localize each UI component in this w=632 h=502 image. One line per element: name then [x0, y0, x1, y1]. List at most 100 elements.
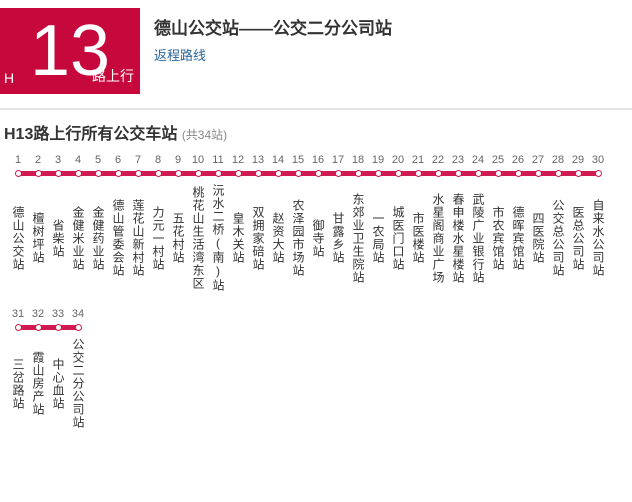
stop-dot[interactable] [415, 170, 422, 177]
stop-name[interactable]: 甘露乡站 [328, 180, 348, 292]
stop-dot[interactable] [55, 324, 62, 331]
stop-number: 28 [548, 154, 568, 166]
stop-number: 27 [528, 154, 548, 166]
stop-name[interactable]: 双拥家碚站 [248, 180, 268, 292]
stop-number: 2 [28, 154, 48, 166]
stop-number: 24 [468, 154, 488, 166]
stop-name[interactable]: 三岔路站 [8, 334, 28, 429]
stop-dot[interactable] [515, 170, 522, 177]
stop-dot[interactable] [55, 170, 62, 177]
stop-dot[interactable] [75, 170, 82, 177]
stop-name[interactable]: 桃花山生活湾东区 [188, 180, 208, 292]
stop-name[interactable]: 德山管委会站 [108, 180, 128, 292]
stop-name[interactable]: 力元一村站 [148, 180, 168, 292]
stop-dot[interactable] [215, 170, 222, 177]
stop-dot[interactable] [155, 170, 162, 177]
stop-name[interactable]: 市农宾馆站 [488, 180, 508, 292]
stop-name[interactable]: 春申楼水星楼站 [448, 180, 468, 292]
stop-number: 20 [388, 154, 408, 166]
stop-name[interactable]: 金健药业站 [88, 180, 108, 292]
stop-dot[interactable] [95, 170, 102, 177]
stop-dot[interactable] [35, 324, 42, 331]
stop-name[interactable]: 赵资大站 [268, 180, 288, 292]
stop-name[interactable]: 御寺站 [308, 180, 328, 292]
stop-number: 26 [508, 154, 528, 166]
stop-dot[interactable] [15, 170, 22, 177]
stop-dot[interactable] [375, 170, 382, 177]
stop-dot[interactable] [35, 170, 42, 177]
header-info: 德山公交站——公交二分公司站 返程路线 [140, 8, 392, 64]
stop-number: 18 [348, 154, 368, 166]
stop-number: 32 [28, 308, 48, 320]
stop-dot[interactable] [475, 170, 482, 177]
stop-number: 9 [168, 154, 188, 166]
stop-number: 5 [88, 154, 108, 166]
stop-dot[interactable] [435, 170, 442, 177]
divider [0, 108, 632, 110]
stop-name[interactable]: 莲花山新村站 [128, 180, 148, 292]
stop-name[interactable]: 四医院站 [528, 180, 548, 292]
route-suffix: 路上行 [92, 66, 134, 86]
stop-name[interactable]: 檀树坪站 [28, 180, 48, 292]
stop-name[interactable]: 医总公司站 [568, 180, 588, 292]
stop-name[interactable]: 德山公交站 [8, 180, 28, 292]
stop-number: 22 [428, 154, 448, 166]
stop-dot[interactable] [15, 324, 22, 331]
stop-name[interactable]: 农泽园市场站 [288, 180, 308, 292]
stop-dot[interactable] [195, 170, 202, 177]
stop-dot[interactable] [495, 170, 502, 177]
stop-dot[interactable] [295, 170, 302, 177]
stop-dot[interactable] [175, 170, 182, 177]
stop-name[interactable]: 皇木关站 [228, 180, 248, 292]
stop-dot[interactable] [135, 170, 142, 177]
stop-dot[interactable] [335, 170, 342, 177]
stop-number: 16 [308, 154, 328, 166]
section-count: (共34站) [182, 128, 227, 142]
stop-dot[interactable] [535, 170, 542, 177]
stop-dot[interactable] [255, 170, 262, 177]
stop-name[interactable]: 城医门口站 [388, 180, 408, 292]
stop-number: 11 [208, 154, 228, 166]
stop-name[interactable]: 金健米业站 [68, 180, 88, 292]
stop-name[interactable]: 市医楼站 [408, 180, 428, 292]
stop-number: 19 [368, 154, 388, 166]
stop-name[interactable]: 中心血站 [48, 334, 68, 429]
stop-dot[interactable] [575, 170, 582, 177]
stop-name[interactable]: 公交总公司站 [548, 180, 568, 292]
stop-number: 6 [108, 154, 128, 166]
stop-dot[interactable] [115, 170, 122, 177]
stop-name[interactable]: 武陵广业银行站 [468, 180, 488, 292]
stop-number: 12 [228, 154, 248, 166]
stop-dot[interactable] [275, 170, 282, 177]
stop-number: 33 [48, 308, 68, 320]
stop-name[interactable]: 水星阁商业广场 [428, 180, 448, 292]
stop-number: 4 [68, 154, 88, 166]
stop-name[interactable]: 公交二分公司站 [68, 334, 88, 429]
stop-name[interactable]: 自来水公司站 [588, 180, 608, 292]
stops-row: 1234567891011121314151617181920212223242… [8, 154, 624, 292]
stop-dot[interactable] [555, 170, 562, 177]
stop-number: 25 [488, 154, 508, 166]
stop-dot[interactable] [315, 170, 322, 177]
stop-number: 29 [568, 154, 588, 166]
stop-dot[interactable] [595, 170, 602, 177]
stop-number: 3 [48, 154, 68, 166]
stop-name[interactable]: 五花村站 [168, 180, 188, 292]
stops-row: 31323334三岔路站霞山房产站中心血站公交二分公司站 [8, 308, 624, 429]
stop-name[interactable]: 沅水二桥(南)站 [208, 180, 228, 292]
stop-name[interactable]: 省柴站 [48, 180, 68, 292]
stop-dot[interactable] [75, 324, 82, 331]
stop-name[interactable]: 霞山房产站 [28, 334, 48, 429]
route-title: 德山公交站——公交二分公司站 [154, 14, 392, 39]
stop-number: 23 [448, 154, 468, 166]
stop-name[interactable]: 德晖宾馆站 [508, 180, 528, 292]
stop-number: 1 [8, 154, 28, 166]
return-route-link[interactable]: 返程路线 [154, 45, 392, 64]
route-badge: H 13 路上行 [0, 8, 140, 94]
stop-name[interactable]: 东郊业卫生院站 [348, 180, 368, 292]
stop-name[interactable]: 一农局站 [368, 180, 388, 292]
stop-dot[interactable] [235, 170, 242, 177]
stop-dot[interactable] [355, 170, 362, 177]
stop-dot[interactable] [395, 170, 402, 177]
stop-dot[interactable] [455, 170, 462, 177]
